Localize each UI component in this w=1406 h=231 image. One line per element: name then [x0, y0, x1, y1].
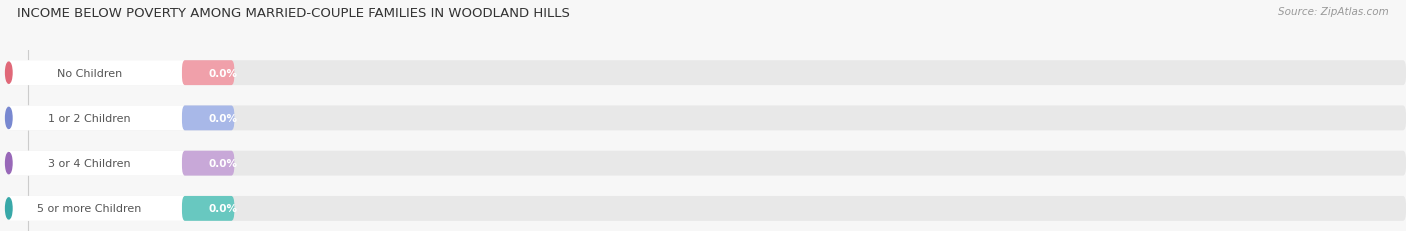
FancyBboxPatch shape: [7, 196, 1406, 221]
FancyBboxPatch shape: [7, 151, 186, 176]
Text: 0.0%: 0.0%: [209, 68, 238, 78]
FancyBboxPatch shape: [7, 151, 1406, 176]
FancyBboxPatch shape: [181, 151, 235, 176]
Circle shape: [6, 63, 13, 84]
FancyBboxPatch shape: [181, 196, 235, 221]
Text: 0.0%: 0.0%: [209, 204, 238, 213]
FancyBboxPatch shape: [181, 61, 235, 86]
Text: 1 or 2 Children: 1 or 2 Children: [48, 113, 131, 123]
FancyBboxPatch shape: [7, 106, 186, 131]
Text: 5 or more Children: 5 or more Children: [38, 204, 142, 213]
Text: INCOME BELOW POVERTY AMONG MARRIED-COUPLE FAMILIES IN WOODLAND HILLS: INCOME BELOW POVERTY AMONG MARRIED-COUPL…: [17, 7, 569, 20]
Circle shape: [6, 108, 13, 129]
Text: Source: ZipAtlas.com: Source: ZipAtlas.com: [1278, 7, 1389, 17]
Circle shape: [6, 153, 13, 174]
Text: 0.0%: 0.0%: [209, 113, 238, 123]
FancyBboxPatch shape: [7, 196, 186, 221]
FancyBboxPatch shape: [7, 61, 1406, 86]
Text: No Children: No Children: [58, 68, 122, 78]
FancyBboxPatch shape: [181, 106, 235, 131]
Text: 3 or 4 Children: 3 or 4 Children: [48, 158, 131, 168]
Text: 0.0%: 0.0%: [209, 158, 238, 168]
FancyBboxPatch shape: [7, 106, 1406, 131]
Circle shape: [6, 198, 13, 219]
FancyBboxPatch shape: [7, 61, 186, 86]
